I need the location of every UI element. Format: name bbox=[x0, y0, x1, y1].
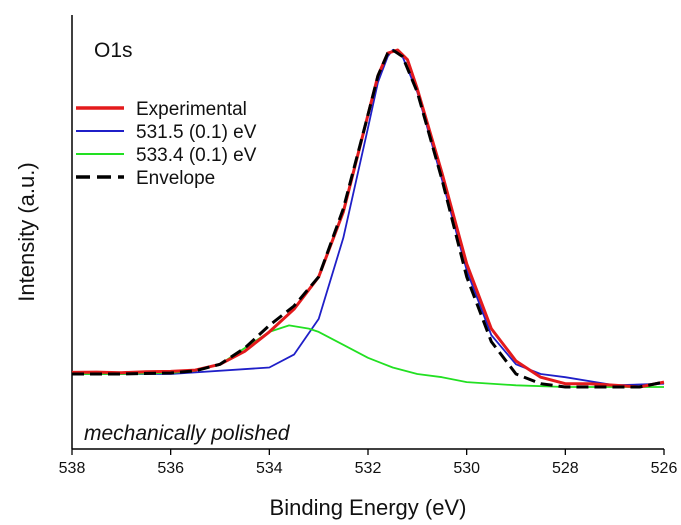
annotation-o1s: O1s bbox=[94, 39, 133, 62]
legend-label: 531.5 (0.1) eV bbox=[136, 122, 257, 143]
x-tick-label: 536 bbox=[157, 460, 184, 477]
x-tick-label: 532 bbox=[355, 460, 382, 477]
x-ticks: 538 536 534 532 530 528 526 bbox=[59, 449, 678, 477]
x-tick-label: 534 bbox=[256, 460, 283, 477]
legend-label: 533.4 (0.1) eV bbox=[136, 145, 257, 166]
x-tick-label: 528 bbox=[552, 460, 579, 477]
legend-label: Experimental bbox=[136, 99, 247, 120]
annotation-sample: mechanically polished bbox=[84, 422, 291, 445]
x-tick-label: 538 bbox=[59, 460, 86, 477]
x-tick-label: 526 bbox=[651, 460, 678, 477]
series-line-2 bbox=[72, 324, 664, 388]
x-axis-title: Binding Energy (eV) bbox=[270, 495, 467, 520]
series-line-3 bbox=[72, 48, 665, 389]
series-layer bbox=[71, 48, 665, 389]
y-axis-title: Intensity (a.u.) bbox=[14, 162, 39, 301]
x-tick-label: 530 bbox=[453, 460, 480, 477]
legend-label: Envelope bbox=[136, 168, 215, 189]
